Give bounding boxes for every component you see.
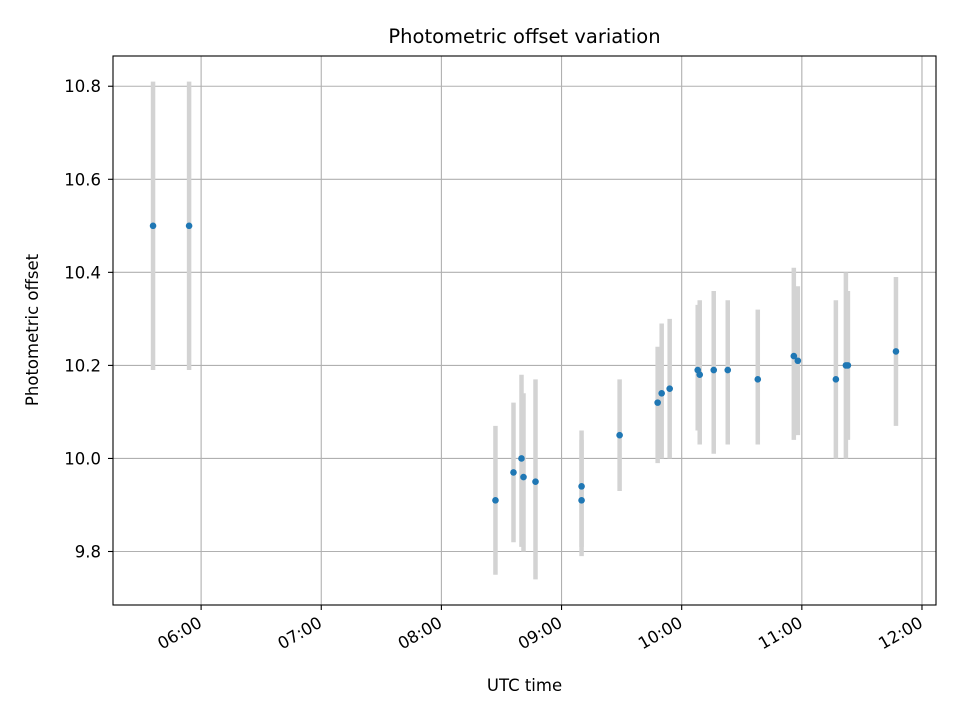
x-axis-label: UTC time [487, 676, 562, 695]
y-tick-label: 10.4 [64, 263, 101, 282]
plot-frame [112, 55, 937, 606]
data-point [710, 366, 718, 374]
data-point [790, 352, 798, 360]
data-points [149, 222, 900, 504]
y-tick-label: 10.2 [64, 356, 101, 375]
data-point [520, 473, 527, 481]
data-point [518, 455, 525, 462]
data-point [724, 366, 732, 374]
data-point [658, 390, 665, 397]
y-tick-label: 9.8 [75, 542, 101, 561]
data-point [832, 376, 840, 383]
y-axis-label: Photometric offset [23, 253, 42, 406]
chart-title: Photometric offset variation [388, 25, 660, 48]
data-point [492, 497, 499, 504]
data-point [532, 478, 539, 486]
data-point [616, 431, 623, 439]
data-point [844, 362, 852, 369]
data-point [149, 222, 157, 230]
data-point [578, 497, 585, 504]
data-point [794, 357, 802, 365]
data-point [696, 371, 704, 378]
y-axis: 9.8 10.0 10.2 10.4 10.6 10.8 [64, 77, 113, 561]
data-point [666, 385, 673, 392]
y-tick-label: 10.6 [64, 170, 101, 189]
data-point [510, 469, 517, 476]
y-tick-label: 10.8 [64, 77, 101, 96]
y-tick-label: 10.0 [64, 449, 101, 468]
data-point [654, 399, 661, 406]
data-point [754, 376, 762, 383]
data-point [578, 483, 585, 490]
data-point [185, 222, 193, 230]
data-point [892, 348, 900, 355]
